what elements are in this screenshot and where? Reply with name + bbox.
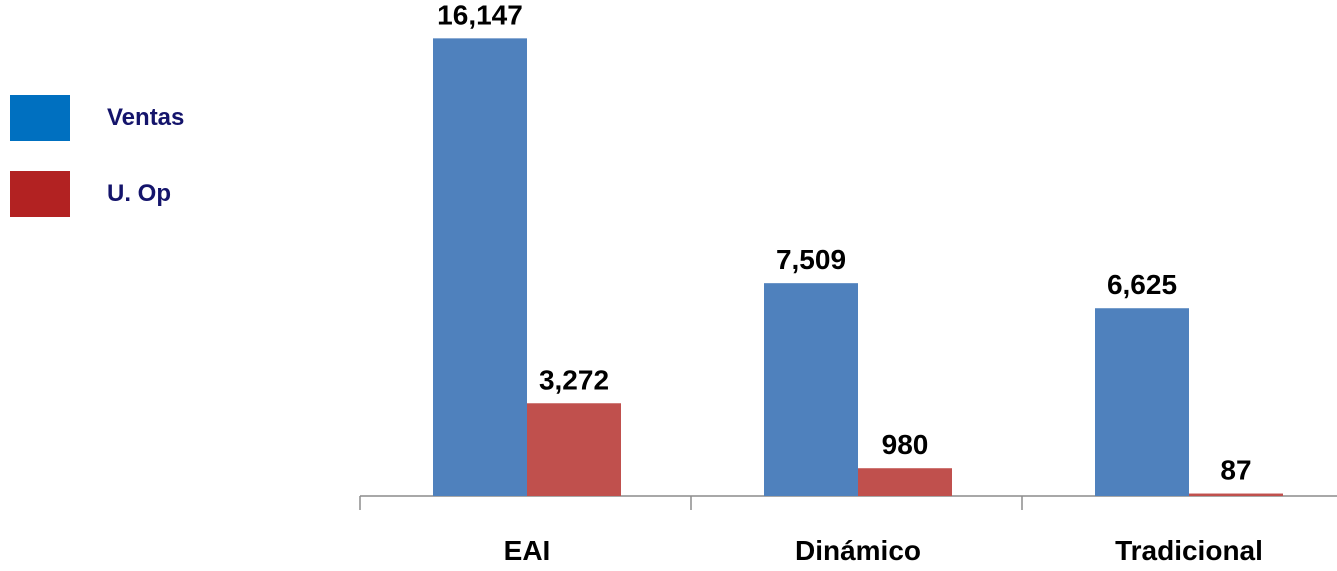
data-label-0-0: 16,147 [437, 0, 523, 30]
legend-swatch-u-op [10, 171, 70, 217]
bar-1-0 [527, 403, 621, 496]
category-label-1: Dinámico [795, 535, 921, 566]
category-label-0: EAI [504, 535, 551, 566]
data-label-0-2: 6,625 [1107, 269, 1177, 300]
category-label-2: Tradicional [1115, 535, 1263, 566]
bar-1-1 [858, 468, 952, 496]
legend: Ventas U. Op [10, 95, 184, 247]
bar-0-0 [433, 38, 527, 496]
bar-0-2 [1095, 308, 1189, 496]
data-label-1-0: 3,272 [539, 364, 609, 395]
data-label-1-1: 980 [882, 429, 929, 460]
bar-0-1 [764, 283, 858, 496]
legend-label-u-op: U. Op [107, 180, 171, 207]
bar-1-2 [1189, 493, 1283, 496]
legend-item-ventas: Ventas [10, 95, 184, 141]
data-label-0-1: 7,509 [776, 244, 846, 275]
data-label-1-2: 87 [1220, 455, 1251, 486]
legend-label-ventas: Ventas [107, 104, 185, 131]
legend-swatch-ventas [10, 95, 70, 141]
legend-item-u-op: U. Op [10, 171, 184, 217]
